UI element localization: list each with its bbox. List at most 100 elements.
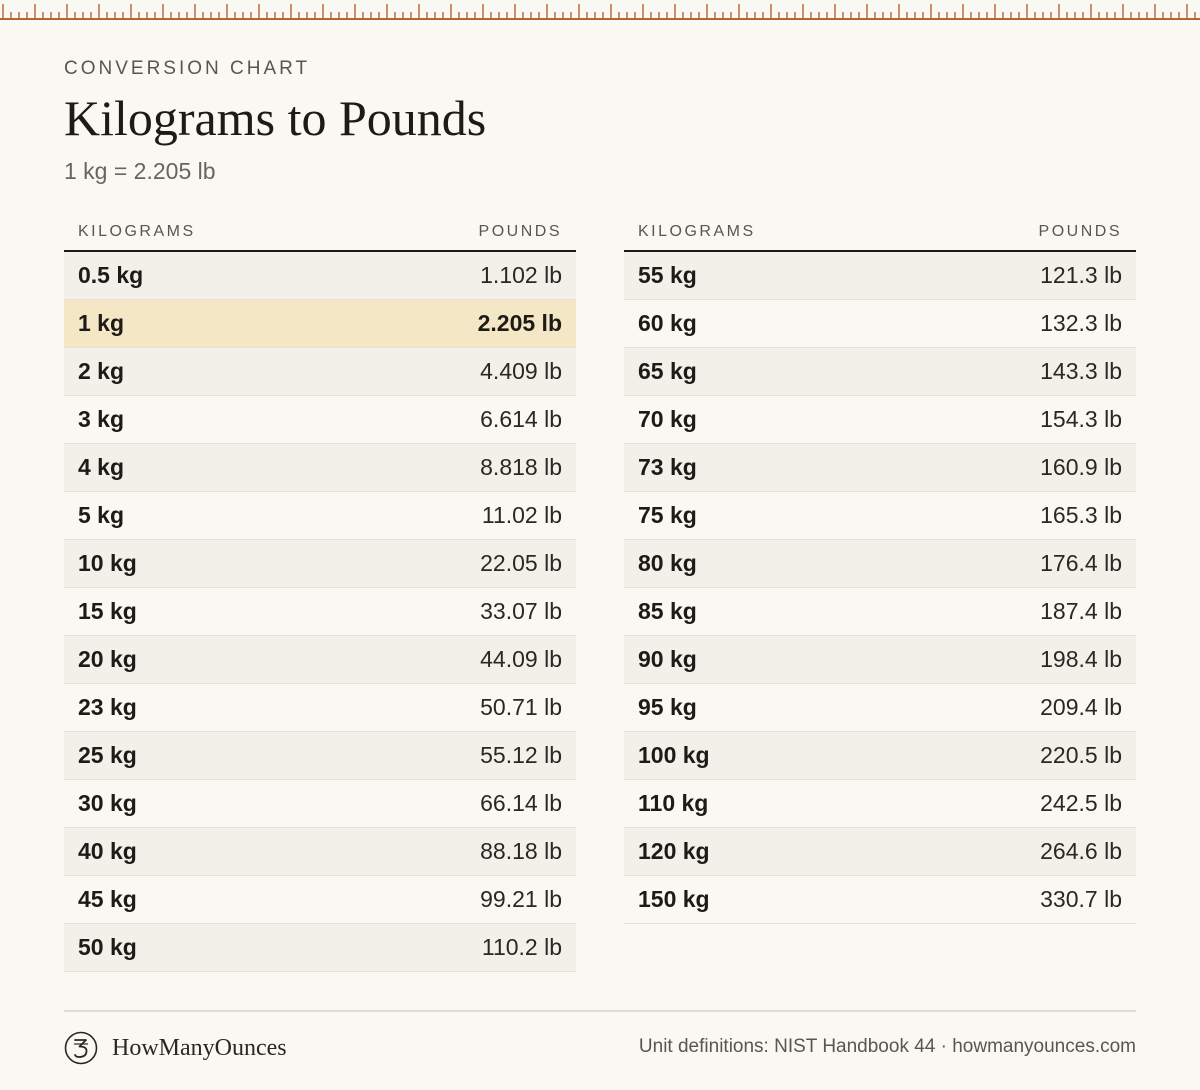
kilograms-value: 10 kg bbox=[78, 550, 137, 576]
kilograms-value: 25 kg bbox=[78, 742, 137, 768]
kilograms-value: 120 kg bbox=[638, 838, 710, 864]
kilograms-value: 73 kg bbox=[638, 454, 697, 480]
table-row: 150 kg 330.7 lb bbox=[624, 876, 1136, 924]
pounds-value: 132.3 lb bbox=[1040, 310, 1122, 336]
pounds-value: 1.102 lb bbox=[480, 262, 562, 288]
table-row: 15 kg 33.07 lb bbox=[64, 588, 576, 636]
kilograms-value: 20 kg bbox=[78, 646, 137, 672]
kilograms-value: 40 kg bbox=[78, 838, 137, 864]
pounds-value: 110.2 lb bbox=[481, 934, 562, 960]
table-row: 1 kg 2.205 lb bbox=[64, 300, 576, 348]
kilograms-value: 45 kg bbox=[78, 886, 137, 912]
pounds-value: 50.71 lb bbox=[480, 694, 562, 720]
conversion-table-left: KILOGRAMS POUNDS 0.5 kg 1.102 lb 1 kg 2.205… bbox=[64, 214, 576, 972]
table-row: 23 kg 50.71 lb bbox=[64, 684, 576, 732]
table-row: 110 kg 242.5 lb bbox=[624, 780, 1136, 828]
kilograms-value: 60 kg bbox=[638, 310, 697, 336]
kilograms-value: 150 kg bbox=[638, 886, 710, 912]
table-header: KILOGRAMS POUNDS bbox=[64, 214, 576, 252]
pounds-value: 44.09 lb bbox=[480, 646, 562, 672]
table-row: 50 kg 110.2 lb bbox=[64, 924, 576, 972]
pounds-value: 33.07 lb bbox=[480, 598, 562, 624]
kilograms-value: 110 kg bbox=[638, 790, 709, 816]
pounds-value: 165.3 lb bbox=[1040, 502, 1122, 528]
column-header-kilograms: KILOGRAMS bbox=[78, 223, 196, 240]
kilograms-value: 4 kg bbox=[78, 454, 125, 480]
table-row: 70 kg 154.3 lb bbox=[624, 396, 1136, 444]
table-row: 90 kg 198.4 lb bbox=[624, 636, 1136, 684]
pounds-value: 242.5 lb bbox=[1040, 790, 1122, 816]
table-row: 40 kg 88.18 lb bbox=[64, 828, 576, 876]
table-row: 3 kg 6.614 lb bbox=[64, 396, 576, 444]
kilograms-value: 23 kg bbox=[78, 694, 137, 720]
kilograms-value: 15 kg bbox=[78, 598, 137, 624]
eyebrow-label: CONVERSION CHART bbox=[64, 58, 311, 79]
kilograms-value: 2 kg bbox=[78, 358, 125, 384]
footer-divider bbox=[64, 1010, 1136, 1012]
pounds-value: 99.21 lb bbox=[480, 886, 562, 912]
source-note: Unit definitions: NIST Handbook 44 · how… bbox=[638, 1036, 1136, 1057]
pounds-value: 176.4 lb bbox=[1040, 550, 1122, 576]
column-header-kilograms: KILOGRAMS bbox=[638, 223, 756, 240]
table-row: 65 kg 143.3 lb bbox=[624, 348, 1136, 396]
pounds-value: 220.5 lb bbox=[1040, 742, 1122, 768]
kilograms-value: 50 kg bbox=[78, 934, 137, 960]
kilograms-value: 5 kg bbox=[78, 502, 125, 528]
table-row: 10 kg 22.05 lb bbox=[64, 540, 576, 588]
pounds-value: 66.14 lb bbox=[480, 790, 562, 816]
table-row: 60 kg 132.3 lb bbox=[624, 300, 1136, 348]
pounds-value: 55.12 lb bbox=[480, 742, 562, 768]
kilograms-value: 30 kg bbox=[78, 790, 137, 816]
kilograms-value: 1 kg bbox=[78, 310, 125, 336]
kilograms-value: 80 kg bbox=[638, 550, 697, 576]
pounds-value: 8.818 lb bbox=[480, 454, 562, 480]
table-row: 75 kg 165.3 lb bbox=[624, 492, 1136, 540]
table-row: 30 kg 66.14 lb bbox=[64, 780, 576, 828]
table-row: 5 kg 11.02 lb bbox=[64, 492, 576, 540]
brand-logo-icon bbox=[64, 1031, 98, 1065]
pounds-value: 143.3 lb bbox=[1040, 358, 1122, 384]
pounds-value: 198.4 lb bbox=[1040, 646, 1122, 672]
kilograms-value: 85 kg bbox=[638, 598, 697, 624]
table-row: 45 kg 99.21 lb bbox=[64, 876, 576, 924]
column-header-pounds: POUNDS bbox=[1038, 223, 1122, 240]
brand: HowManyOunces bbox=[64, 1030, 287, 1066]
kilograms-value: 90 kg bbox=[638, 646, 697, 672]
brand-name: HowManyOunces bbox=[112, 1034, 287, 1061]
pounds-value: 22.05 lb bbox=[480, 550, 562, 576]
table-row: 25 kg 55.12 lb bbox=[64, 732, 576, 780]
pounds-value: 187.4 lb bbox=[1040, 598, 1122, 624]
table-body-right: 55 kg 121.3 lb 60 kg 132.3 lb 65 kg 143.3 lb 7… bbox=[624, 252, 1136, 924]
table-row: 20 kg 44.09 lb bbox=[64, 636, 576, 684]
table-body-left: 0.5 kg 1.102 lb 1 kg 2.205 lb 2 kg 4.409 lb 3 … bbox=[64, 252, 576, 972]
conversion-subtitle: 1 kg = 2.205 lb bbox=[64, 158, 216, 184]
table-row: 55 kg 121.3 lb bbox=[624, 252, 1136, 300]
pounds-value: 209.4 lb bbox=[1040, 694, 1122, 720]
table-row: 0.5 kg 1.102 lb bbox=[64, 252, 576, 300]
pounds-value: 2.205 lb bbox=[477, 310, 562, 336]
table-row: 95 kg 209.4 lb bbox=[624, 684, 1136, 732]
page-title: Kilograms to Pounds bbox=[64, 90, 487, 146]
kilograms-value: 3 kg bbox=[78, 406, 125, 432]
pounds-value: 330.7 lb bbox=[1040, 886, 1122, 912]
table-row: 73 kg 160.9 lb bbox=[624, 444, 1136, 492]
table-row: 2 kg 4.409 lb bbox=[64, 348, 576, 396]
column-header-pounds: POUNDS bbox=[478, 223, 562, 240]
pounds-value: 6.614 lb bbox=[480, 406, 562, 432]
kilograms-value: 55 kg bbox=[638, 262, 697, 288]
kilograms-value: 100 kg bbox=[638, 742, 710, 768]
kilograms-value: 75 kg bbox=[638, 502, 697, 528]
pounds-value: 121.3 lb bbox=[1040, 262, 1122, 288]
pounds-value: 11.02 lb bbox=[481, 502, 562, 528]
pounds-value: 264.6 lb bbox=[1040, 838, 1122, 864]
table-header: KILOGRAMS POUNDS bbox=[624, 214, 1136, 252]
pounds-value: 4.409 lb bbox=[480, 358, 562, 384]
pounds-value: 160.9 lb bbox=[1040, 454, 1122, 480]
table-row: 85 kg 187.4 lb bbox=[624, 588, 1136, 636]
kilograms-value: 95 kg bbox=[638, 694, 697, 720]
kilograms-value: 65 kg bbox=[638, 358, 697, 384]
pounds-value: 88.18 lb bbox=[480, 838, 562, 864]
conversion-table-right: KILOGRAMS POUNDS 55 kg 121.3 lb 60 kg 132.3… bbox=[624, 214, 1136, 924]
kilograms-value: 0.5 kg bbox=[78, 262, 144, 288]
table-row: 120 kg 264.6 lb bbox=[624, 828, 1136, 876]
